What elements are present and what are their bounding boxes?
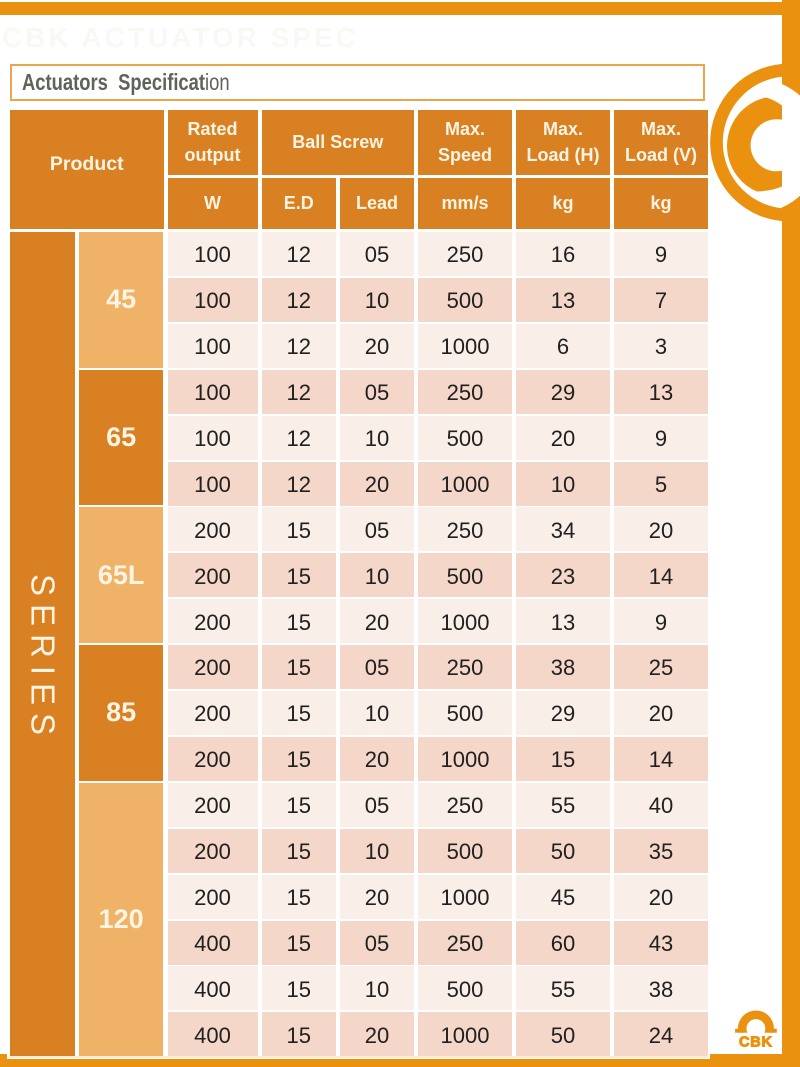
svg-text:CBK: CBK xyxy=(739,1035,773,1051)
